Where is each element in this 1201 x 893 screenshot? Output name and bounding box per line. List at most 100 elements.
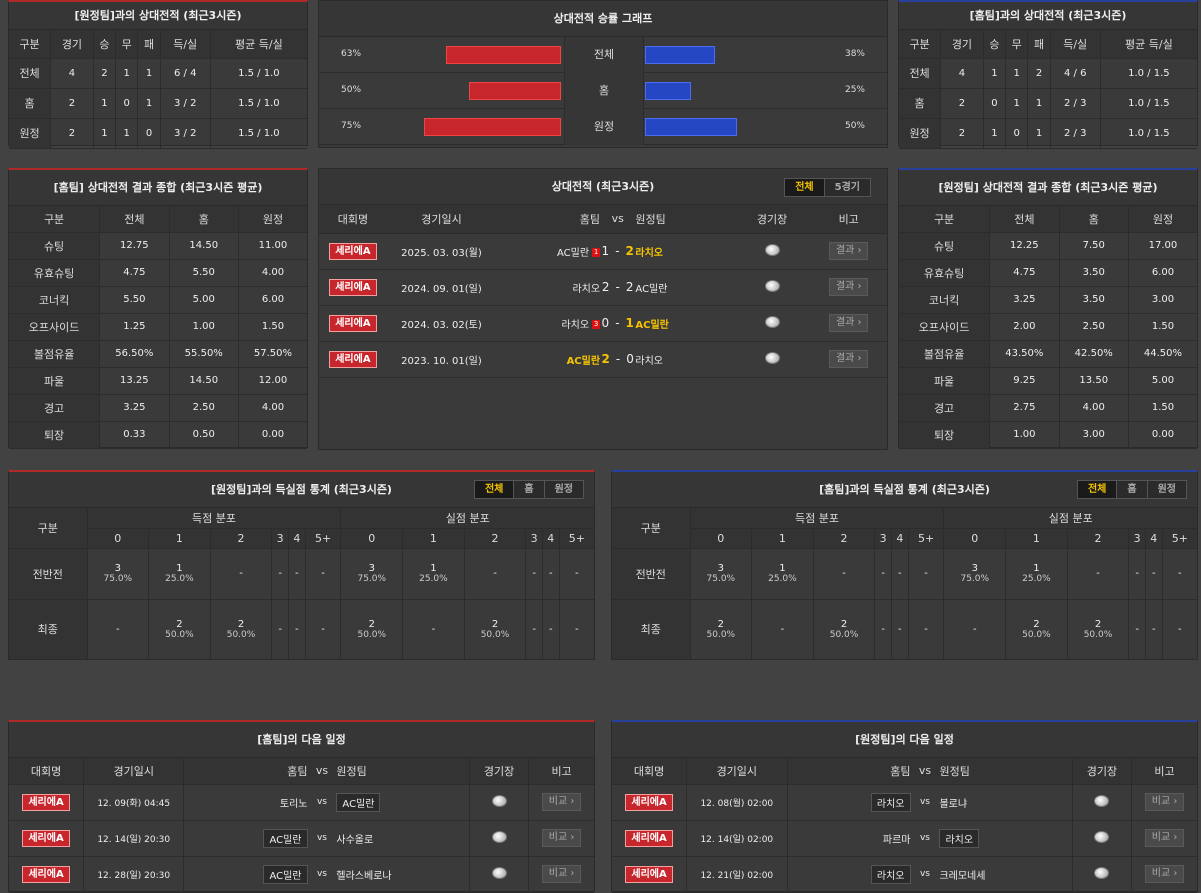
vs-label: vs [307,856,337,893]
compare-button[interactable]: 비교 › [1144,793,1185,811]
stadium-icon[interactable] [764,351,780,364]
stat-cell: - [464,548,527,600]
tab-1[interactable]: 5경기 [834,182,860,193]
header-row: 구분 전체 홈 원정 [899,206,1197,233]
league-cell: 세리에A [612,820,688,857]
row-label: 원정 [899,118,942,149]
table-row: 볼점유율 56.50% 55.50% 57.50% [9,340,307,368]
match-date: 12. 21(일) 02:00 [686,856,788,893]
table-cell: 7.50 [1059,232,1129,260]
subheader-row: 0 1 2 3 4 5+ 0 1 2 3 4 5+ [9,528,594,549]
table-cell: 2.50 [1059,313,1129,341]
away-win-rate: 25% [844,85,865,95]
league-badge: 세리에A [22,865,70,883]
goals-right-title: [홈팀]과의 득실점 통계 (최근3시즌) [819,483,990,496]
tab-0[interactable]: 전체 [474,481,515,498]
table-cell: 1.5 / 1.0 [210,118,307,149]
stat-cell: 2 50.0% [148,599,211,660]
stat-row: 전반전 3 75.0% 1 25.0% - - - -3 75.0% 1 25.0% - - - - [9,548,594,600]
table-cell: 1.0 / 1.5 [1100,58,1197,89]
stat-cell: - [288,548,306,600]
result-button[interactable]: 결과 › [828,242,869,260]
table-cell: 1 [1005,58,1029,89]
subheader-row: 0 1 2 3 4 5+ 0 1 2 3 4 5+ [612,528,1197,549]
stat-cell: - [559,548,594,600]
table-row: 경고 3.25 2.50 4.00 [9,394,307,422]
scored-header: 득점 분포 [87,508,342,529]
stat-cell: 1 25.0% [1005,548,1068,600]
column-header: 패 [137,30,161,59]
table-cell: 5.50 [169,259,239,287]
stadium-icon[interactable] [764,243,780,256]
result-button[interactable]: 결과 › [828,350,869,368]
column-header: 비고 [528,758,594,785]
result-button[interactable]: 결과 › [828,278,869,296]
goal-count-header: 0 [340,528,404,549]
away-win-rate: 50% [844,121,865,131]
row-label: 오프사이드 [899,313,991,341]
column-header: 평균 득/실 [210,30,307,59]
column-header: 구분 [612,508,691,549]
stadium-icon[interactable] [1094,830,1110,843]
next-home-table: 대회명 경기일시 홈팀 vs 원정팀 경기장 비고 세리에A 12. 09(화) 04:45 토리… [9,758,594,893]
goal-count-header: 5+ [1162,528,1197,549]
stadium-icon[interactable] [491,866,507,879]
stadium-icon[interactable] [491,830,507,843]
stadium-icon[interactable] [764,279,780,292]
compare-button[interactable]: 비교 › [541,793,582,811]
compare-button[interactable]: 비교 › [1144,829,1185,847]
stadium-icon[interactable] [491,794,507,807]
table-cell: 1.25 [99,313,170,341]
stat-count: 2 [1094,618,1102,630]
goal-count-header: 2 [813,528,876,549]
goal-count-header: 3 [874,528,892,549]
header-row: 구분 전체 홈 원정 [9,206,307,233]
table-cell: 1.00 [989,421,1060,449]
tab-1[interactable]: 홈 [1117,481,1148,498]
column-header: vs [307,758,337,785]
table-cell: 44.50% [1128,340,1197,368]
tab-0[interactable]: 전체 [1077,481,1118,498]
row-label: 경고 [9,394,101,422]
tab-2[interactable]: 원정 [1157,484,1176,495]
table-row: 파울 13.25 14.50 12.00 [9,367,307,395]
score-cell: 2-2 [600,269,636,306]
home-score: 0 [601,316,610,330]
column-header: 승 [983,30,1007,59]
stadium-icon[interactable] [1094,794,1110,807]
note-cell: 비교 › [528,784,594,821]
table-cell: 1 [1027,118,1051,149]
compare-button[interactable]: 비교 › [1144,865,1185,883]
compare-button[interactable]: 비교 › [541,829,582,847]
stadium-icon[interactable] [1094,866,1110,879]
stat-count: - [532,623,536,635]
header-row: 구분 경기 승 무 패 득/실 평균 득/실 [9,30,307,59]
tab-1[interactable]: 홈 [514,481,545,498]
tab-2[interactable]: 원정 [554,484,573,495]
home-team-cell: 토리노 [183,784,308,821]
stat-cell: - [525,548,543,600]
h2h-away-table: 구분 경기 승 무 패 득/실 평균 득/실 전체 4 2 1 1 6 / 4 1.5 / 1.0 홈 2 1 0… [9,30,307,149]
row-label: 볼점유율 [9,340,101,368]
stadium-cell [469,820,530,857]
home-win-bar [446,46,561,64]
stat-cell: - [1162,548,1197,600]
stat-cell: - [908,548,945,600]
score-separator: - [615,316,620,330]
summary-home-table: 구분 전체 홈 원정 슈팅 12.75 14.50 11.00 유효슈팅 4.75 5.50 4.00… [9,206,307,449]
column-header: 구분 [9,30,52,59]
stat-percent: 50.0% [165,629,194,640]
away-team: 크레모네세 [939,870,986,882]
table-cell: 14.50 [169,232,239,260]
compare-button[interactable]: 비교 › [541,865,582,883]
stadium-icon[interactable] [764,315,780,328]
scored-header: 득점 분포 [690,508,945,529]
away-win-bar [645,82,691,100]
result-button[interactable]: 결과 › [828,314,869,332]
column-header: 대회명 [612,758,688,785]
column-header: 구분 [9,508,88,549]
row-label: 원정 [9,118,52,149]
tab-0[interactable]: 전체 [785,179,825,196]
table-cell: 2 [1027,58,1051,89]
table-row: 퇴장 0.33 0.50 0.00 [9,421,307,449]
